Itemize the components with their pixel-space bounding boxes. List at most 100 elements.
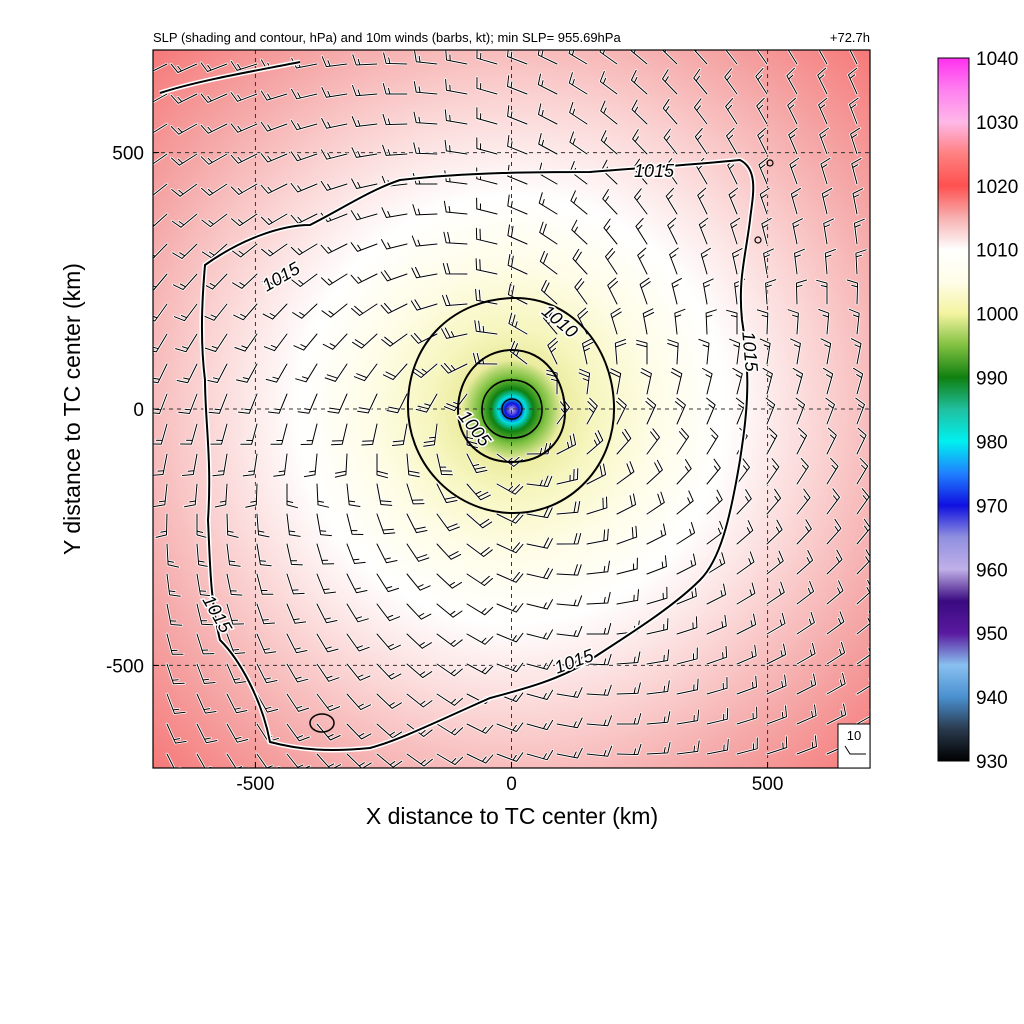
wind-barb bbox=[765, 704, 788, 726]
wind-barb bbox=[174, 332, 199, 353]
wind-barb bbox=[825, 426, 838, 456]
wind-barb bbox=[350, 177, 379, 190]
wind-barb bbox=[474, 257, 499, 276]
wind-barb bbox=[758, 186, 771, 216]
wind-barb-line bbox=[706, 676, 728, 695]
wind-barb bbox=[315, 692, 341, 712]
wind-barb bbox=[285, 572, 306, 596]
wind-barb bbox=[727, 186, 739, 216]
wind-barb-line bbox=[166, 723, 187, 744]
wind-barb bbox=[825, 518, 843, 546]
wind-barb bbox=[661, 98, 679, 126]
wind-barb-line bbox=[790, 338, 801, 365]
wind-barb-line bbox=[443, 200, 468, 215]
wind-barb-line bbox=[206, 363, 228, 383]
wind-barb-line bbox=[736, 675, 758, 695]
wind-barb bbox=[375, 722, 403, 740]
wind-barb-line bbox=[263, 333, 288, 352]
wind-barb-line bbox=[789, 157, 800, 185]
wind-barb-line bbox=[290, 243, 318, 256]
contour-label-1015: 1015 bbox=[738, 331, 762, 374]
wind-barb-line bbox=[662, 98, 678, 125]
wind-barb-line bbox=[295, 363, 318, 383]
wind-barb-line bbox=[352, 333, 378, 349]
wind-barb bbox=[199, 61, 229, 73]
wind-barb bbox=[345, 722, 373, 741]
wind-barb-line bbox=[236, 363, 258, 383]
wind-barb-line bbox=[286, 723, 310, 742]
wind-barb-line bbox=[496, 662, 524, 673]
wind-barb-line bbox=[820, 338, 832, 365]
wind-barb bbox=[195, 512, 209, 539]
wind-barb-line bbox=[210, 423, 228, 445]
wind-barb-line bbox=[508, 312, 528, 335]
wind-barb bbox=[473, 319, 499, 336]
wind-barb bbox=[443, 392, 469, 412]
wind-barb-line bbox=[196, 603, 214, 626]
wind-barb bbox=[153, 332, 169, 354]
wind-barb-line bbox=[787, 97, 798, 125]
wind-barb-line bbox=[436, 693, 464, 706]
wind-barb-line bbox=[669, 247, 679, 275]
wind-barb-line bbox=[706, 397, 716, 425]
wind-barb bbox=[848, 96, 860, 126]
contour-1015 bbox=[159, 61, 755, 751]
wind-barb-line bbox=[406, 693, 433, 708]
wind-barb-line bbox=[382, 113, 408, 126]
colorbar-ticks: 930 940 950 960 970 980 990 1000 1010 1020 1030 104… bbox=[976, 49, 1018, 773]
wind-barb bbox=[630, 69, 649, 96]
wind-barb-line bbox=[538, 192, 558, 215]
wind-barb-line bbox=[293, 333, 318, 351]
wind-barb bbox=[380, 332, 409, 348]
wind-barb bbox=[816, 66, 829, 96]
wind-barb bbox=[615, 396, 628, 426]
wind-barb bbox=[795, 278, 808, 306]
wind-barb-line bbox=[646, 680, 670, 695]
wind-barb-line bbox=[646, 491, 665, 515]
wind-barb-line bbox=[376, 453, 388, 479]
wind-barb-line bbox=[821, 188, 833, 215]
wind-barb-line bbox=[507, 283, 528, 305]
wind-barb-line bbox=[273, 453, 288, 477]
wind-barb-line bbox=[414, 50, 438, 65]
wind-barb bbox=[705, 707, 729, 726]
wind-barb bbox=[638, 276, 652, 306]
wind-barb-line bbox=[526, 506, 553, 519]
wind-barb-line bbox=[646, 586, 668, 605]
wind-barb bbox=[225, 632, 247, 655]
wind-barb bbox=[825, 671, 847, 696]
reference-barb-box bbox=[837, 723, 871, 769]
contour-1015-dot bbox=[754, 236, 762, 244]
wind-barb bbox=[852, 367, 864, 396]
wind-barb-line bbox=[796, 642, 816, 665]
wind-barb bbox=[539, 250, 559, 276]
wind-barb bbox=[165, 542, 180, 569]
slp-contours bbox=[159, 59, 774, 753]
wind-barb-line bbox=[256, 513, 270, 538]
wind-barb bbox=[645, 679, 671, 696]
wind-barb-line bbox=[203, 303, 228, 321]
wind-barb bbox=[169, 122, 199, 136]
wind-barb-line bbox=[766, 736, 788, 755]
wind-barb bbox=[631, 128, 649, 156]
wind-barb bbox=[795, 549, 814, 576]
wind-barb bbox=[177, 392, 199, 415]
wind-barb bbox=[599, 70, 619, 96]
wind-barb-line bbox=[635, 217, 648, 245]
wind-barb-line bbox=[201, 213, 228, 228]
wind-barb-line bbox=[732, 248, 743, 275]
wind-barb bbox=[705, 582, 727, 606]
wind-barb bbox=[475, 106, 499, 126]
wind-barb-line bbox=[204, 333, 228, 352]
wind-barb-line bbox=[351, 147, 378, 158]
wind-barb bbox=[375, 572, 400, 593]
wind-barb bbox=[213, 482, 229, 509]
wind-barb-line bbox=[526, 537, 553, 549]
wind-barb-line bbox=[410, 333, 438, 344]
wind-barb bbox=[585, 429, 605, 456]
wind-barb-line bbox=[238, 393, 258, 414]
wind-barb bbox=[822, 367, 834, 396]
wind-barb bbox=[601, 188, 619, 216]
wind-barb-line bbox=[569, 101, 588, 125]
